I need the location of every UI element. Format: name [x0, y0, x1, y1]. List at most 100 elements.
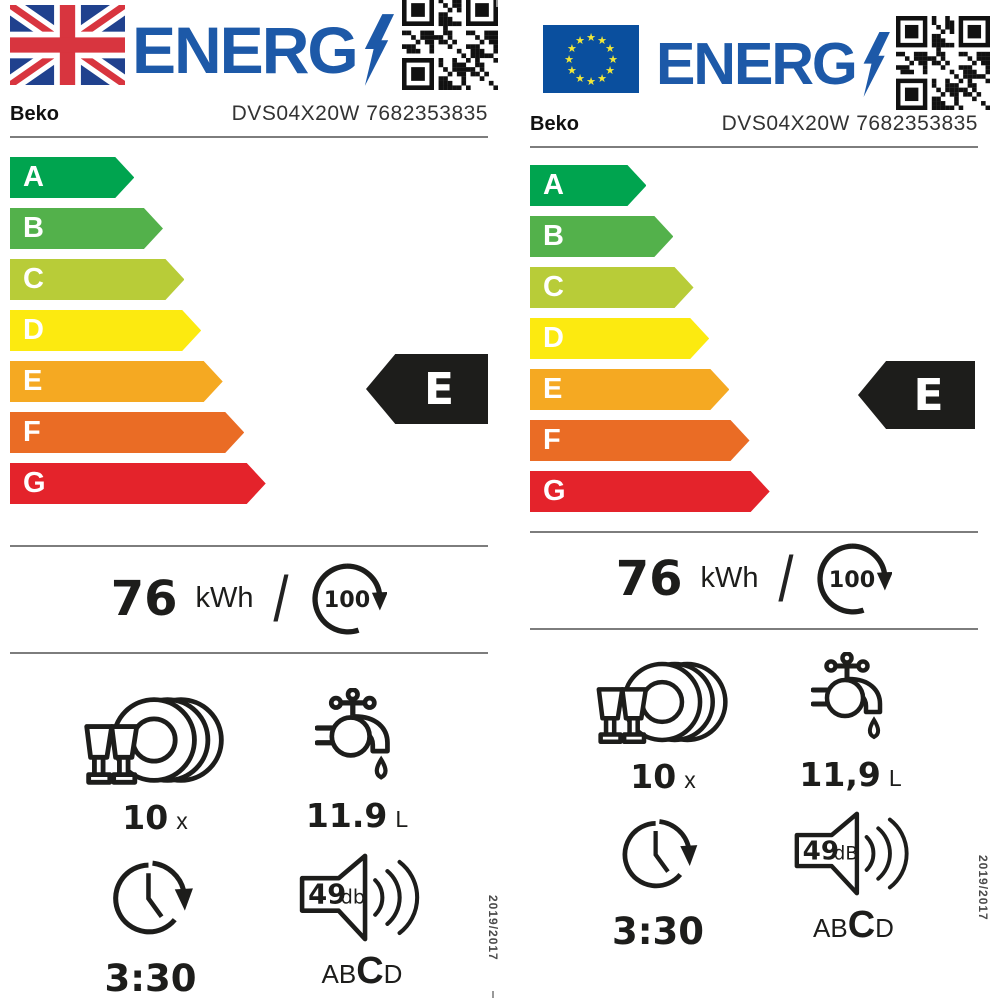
model-number: DVS04X20W 7682353835 — [721, 112, 978, 135]
divider — [10, 545, 488, 547]
scale-letter: C — [23, 263, 44, 295]
svg-text:100: 100 — [324, 587, 370, 613]
svg-text:db: db — [341, 886, 365, 909]
svg-text:★: ★ — [605, 42, 615, 55]
svg-text:★: ★ — [586, 75, 596, 88]
uk-flag-icon — [10, 5, 125, 85]
duration-value: 3:30 — [104, 957, 197, 1000]
water-value: 11,9 — [799, 755, 881, 794]
svg-text:★: ★ — [608, 53, 618, 66]
energy-label-eu: ★ ★ ★ ★ ★ ★ ★ ★ ★ ★ ★ ★ ENERG Beko DVS04X20W 768235… — [518, 0, 990, 1000]
noise-grades-before: AB — [321, 959, 357, 989]
noise-grades-after: D — [383, 959, 403, 989]
scale-letter: C — [543, 271, 564, 303]
noise-grades-before: AB — [813, 913, 848, 943]
svg-text:★: ★ — [597, 72, 607, 85]
duration-metric: 3:30 — [578, 812, 738, 953]
energy-consumption-row: 76 kWh / 100 — [10, 547, 488, 650]
divider — [530, 628, 978, 630]
class-rating-letter: E — [913, 369, 944, 421]
scale-bar-d: D — [530, 318, 709, 359]
brand-row: Beko DVS04X20W 7682353835 — [10, 102, 488, 126]
water-consumption-metric: 11.9 L — [282, 688, 432, 835]
clock-icon — [112, 860, 193, 935]
water-consumption-metric: 11,9 L — [773, 652, 928, 794]
svg-text:49: 49 — [802, 836, 838, 866]
svg-text:★: ★ — [567, 42, 577, 55]
per-separator: / — [272, 562, 288, 635]
lightning-bolt-icon — [364, 14, 394, 86]
energy-unit: kWh — [700, 562, 759, 594]
per-100-cycles-icon: 100 — [817, 542, 893, 615]
crop-mark — [496, 0, 498, 7]
scale-letter: A — [543, 169, 564, 201]
clock-icon — [622, 819, 698, 889]
brand-name: Beko — [10, 103, 59, 125]
energy-value: 76 — [110, 570, 178, 627]
energy-logo: ENERG — [132, 10, 394, 90]
divider — [530, 146, 978, 148]
energy-consumption-row: 76 kWh / 100 — [530, 531, 978, 626]
brand-name: Beko — [530, 113, 579, 135]
scale-bar-d: D — [10, 310, 201, 351]
scale-letter: A — [23, 161, 44, 193]
eu-flag-icon: ★ ★★★★★★★★★★★ — [543, 25, 639, 93]
scale-letter: F — [543, 424, 561, 456]
water-unit: L — [888, 765, 902, 791]
scale-letter: E — [543, 373, 563, 405]
place-settings-metric: 10 x — [50, 690, 260, 837]
scale-letter: G — [23, 467, 46, 499]
svg-text:★: ★ — [605, 64, 615, 77]
class-rating-arrow: E — [366, 354, 488, 424]
per-separator: / — [777, 542, 793, 615]
scale-bar-e: E — [10, 361, 223, 402]
svg-text:★: ★ — [567, 64, 577, 77]
noise-grades-after: D — [875, 913, 894, 943]
scale-bar-b: B — [530, 216, 673, 257]
noise-grade-current: C — [356, 950, 384, 992]
class-rating-arrow: E — [858, 361, 975, 429]
scale-letter: G — [543, 475, 566, 507]
divider — [10, 652, 488, 654]
divider — [530, 531, 978, 533]
place-settings-unit: x — [684, 767, 696, 793]
noise-metric: 49 db AB C D — [272, 848, 452, 993]
water-unit: L — [395, 806, 409, 832]
energy-logo-text: ENERG — [656, 31, 858, 97]
energy-logo-text: ENERG — [132, 13, 359, 87]
scale-letter: B — [23, 212, 44, 244]
dishes-icon — [84, 697, 224, 785]
divider — [10, 136, 488, 138]
noise-class-scale: AB C D — [813, 904, 894, 947]
scale-letter: D — [23, 314, 44, 346]
place-settings-metric: 10 x — [563, 655, 763, 796]
duration-metric: 3:30 — [68, 853, 233, 1000]
efficiency-scale: A B C D E F G — [10, 157, 488, 514]
scale-bar-c: C — [530, 267, 694, 308]
svg-text:49: 49 — [308, 880, 346, 911]
scale-bar-f: F — [530, 420, 750, 461]
per-100-cycles-icon: 100 — [312, 562, 388, 635]
regulation-number: 2019/2017 — [976, 855, 990, 921]
qr-code-icon — [896, 16, 990, 110]
svg-text:100: 100 — [829, 567, 875, 593]
scale-bar-e: E — [530, 369, 729, 410]
brand-row: Beko DVS04X20W 7682353835 — [530, 112, 978, 136]
scale-bar-g: G — [10, 463, 266, 504]
place-settings-value: 10 — [122, 798, 169, 837]
energy-logo: ENERG — [656, 28, 890, 100]
noise-grade-current: C — [847, 904, 876, 946]
svg-text:★: ★ — [586, 31, 596, 44]
model-number: DVS04X20W 7682353835 — [231, 102, 488, 125]
svg-text:★: ★ — [564, 53, 574, 66]
dishes-icon — [596, 661, 728, 745]
noise-metric: 49 dB AB C D — [766, 806, 941, 947]
scale-letter: F — [23, 416, 41, 448]
scale-bar-g: G — [530, 471, 770, 512]
svg-text:★: ★ — [597, 34, 607, 47]
efficiency-scale: A B C D E F G — [530, 165, 978, 522]
scale-bar-f: F — [10, 412, 244, 453]
water-tap-icon — [810, 652, 882, 740]
speaker-icon: 49 dB — [794, 811, 909, 896]
regulation-number: 2019/2017 — [486, 895, 500, 961]
